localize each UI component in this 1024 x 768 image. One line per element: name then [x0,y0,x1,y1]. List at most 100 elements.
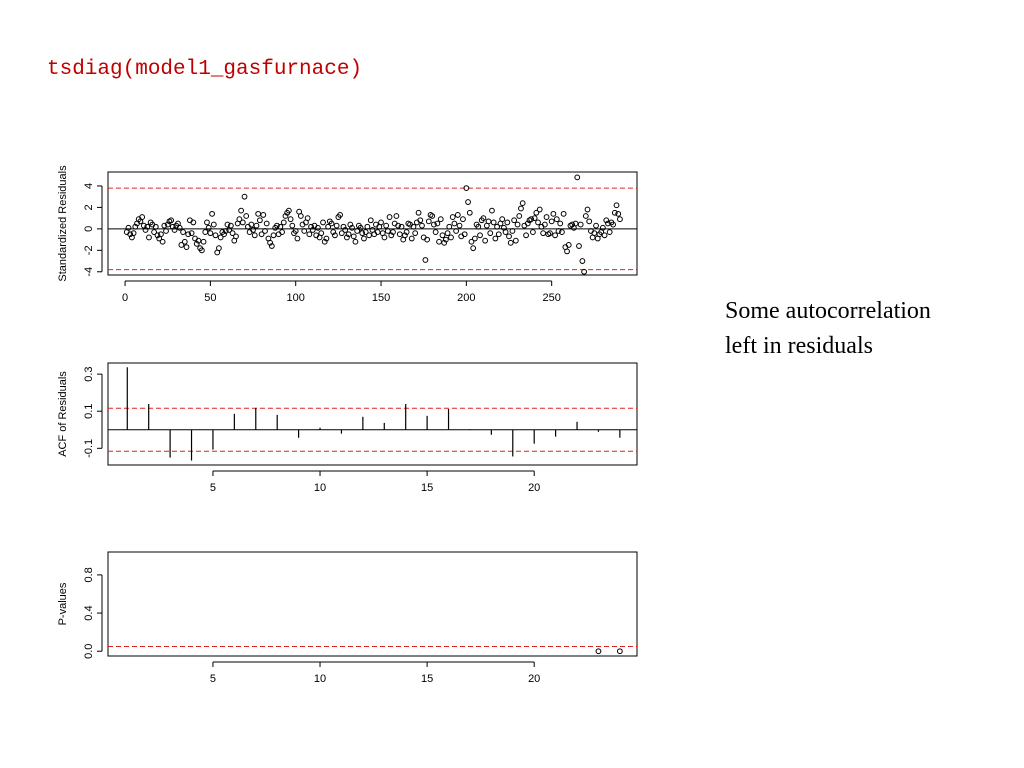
point [239,219,246,226]
y-tick-label: -2 [83,245,95,255]
point [289,222,296,229]
point [617,216,623,223]
point [386,214,393,220]
point [142,227,149,233]
point [251,232,258,239]
x-tick-label: 100 [287,292,305,304]
point [550,210,557,217]
point [531,215,538,222]
point [306,231,313,238]
point [352,238,359,245]
point [205,224,212,231]
point [605,220,611,227]
point [541,221,548,228]
point [468,238,475,245]
point [354,228,361,234]
y-tick-label: 0.8 [83,567,95,582]
y-axis-label: ACF of Residuals [57,371,69,457]
point [152,223,159,230]
point [485,218,492,225]
point [477,232,483,239]
point [424,236,431,243]
point [495,231,502,238]
point [200,238,207,245]
point [466,209,473,216]
point [615,210,622,217]
point [417,217,424,224]
point [489,207,495,214]
point [574,174,581,181]
point [559,229,565,235]
x-tick-label: 200 [457,292,475,304]
point [463,185,470,191]
point [591,230,598,237]
point [610,221,617,228]
y-tick-label: 0.4 [83,605,95,620]
point [492,235,499,242]
point [555,228,562,234]
point [321,238,328,245]
point [209,210,215,217]
point [207,230,214,237]
point [572,220,579,227]
point [193,240,200,247]
point [362,229,369,235]
point [439,232,446,239]
point [297,213,304,219]
point [408,235,415,242]
point [471,235,478,242]
point [294,235,301,242]
point [198,247,205,254]
point [183,244,190,251]
y-tick-label: 0 [83,226,95,232]
point [280,219,287,226]
point [454,212,461,218]
point [195,237,202,244]
point [480,215,487,222]
point [429,213,436,219]
point [328,220,335,227]
point [349,224,355,231]
point [164,221,171,228]
point [422,257,429,263]
point [347,221,354,228]
x-tick-label: 20 [528,482,540,494]
point [144,223,151,230]
point [314,224,321,231]
x-tick-label: 15 [421,482,433,494]
point [274,222,280,229]
point [285,207,292,214]
point [487,230,494,237]
point [456,222,463,229]
point [383,222,390,229]
point [446,223,453,230]
y-tick-label: 0.1 [83,404,95,419]
point [465,199,471,205]
point [577,221,584,228]
point [262,228,268,234]
point [528,216,535,223]
point [475,223,482,230]
point [292,228,299,234]
point [146,234,152,241]
point [533,209,540,216]
point [325,223,332,230]
slide-title: tsdiag(model1_gasfurnace) [47,58,362,81]
annotation: left in residuals [725,333,873,359]
point [460,216,466,223]
point [410,223,417,230]
x-tick-label: 150 [372,292,390,304]
point [344,234,350,241]
point [403,229,410,235]
point [398,223,405,230]
point [384,228,391,234]
point [530,229,536,235]
point [287,216,294,223]
y-tick-label: -4 [83,267,95,277]
point [224,221,231,228]
point [582,213,589,219]
y-tick-label: 2 [83,204,95,210]
point [613,202,620,209]
